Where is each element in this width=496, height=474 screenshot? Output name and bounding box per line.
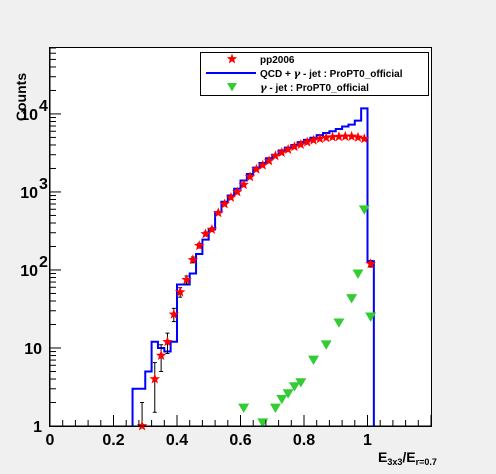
legend-gamma-symbol: γ — [260, 83, 267, 94]
y-tick-label: 10 — [20, 263, 38, 280]
x-tick-label: 1 — [363, 432, 372, 449]
gamma-point — [352, 269, 364, 279]
gamma-point — [276, 394, 288, 405]
gamma-point — [238, 403, 250, 413]
y-tick-label-exponent: 4 — [39, 98, 48, 115]
series-pp2006 — [136, 130, 376, 431]
y-tick-label: 10 — [20, 185, 38, 202]
pp2006-point — [206, 224, 218, 234]
x-axis-title-sub2: r=0.7 — [416, 457, 437, 467]
y-axis-title: Counts — [13, 73, 29, 121]
pp2006-point — [301, 136, 313, 147]
pp2006-point — [327, 131, 338, 142]
pp2006-point — [295, 139, 307, 150]
pp2006-point — [225, 191, 237, 202]
pp2006-point — [365, 258, 376, 269]
gamma-point — [269, 403, 281, 413]
legend-text-part: QCD + — [260, 69, 294, 80]
pp2006-point — [232, 186, 243, 197]
legend-marker-star — [226, 53, 238, 64]
gamma-point — [365, 312, 377, 322]
gamma-point — [333, 318, 345, 328]
pp2006-point — [352, 131, 364, 142]
x-axis-title-mid: /E — [402, 449, 415, 465]
y-tick-label-exponent: 2 — [39, 254, 48, 271]
x-axis-title: E3x3/Er=0.7 — [378, 449, 437, 467]
pp2006-point — [320, 132, 332, 143]
y-tick-label: 1 — [33, 419, 42, 436]
gamma-point — [282, 389, 294, 399]
pp2006-point — [155, 350, 167, 360]
pp2006-point — [213, 207, 224, 218]
legend-text-part: - jet : ProPT0_official — [267, 83, 369, 94]
pp2006-point — [270, 150, 281, 161]
pp2006-point — [276, 147, 288, 157]
x-tick-label: 0.4 — [166, 432, 188, 449]
legend-label-gamma: γ - jet : ProPT0_official — [260, 83, 369, 94]
pp2006-point — [193, 240, 205, 251]
pp2006-point — [181, 274, 192, 285]
pp2006-point — [282, 144, 294, 154]
y-tick-label: 10 — [24, 341, 42, 358]
x-tick-label: 0.2 — [102, 432, 124, 449]
gamma-point — [295, 378, 307, 388]
legend-label-pp2006: pp2006 — [260, 55, 295, 66]
pp2006-point — [136, 420, 148, 431]
gamma-point — [288, 382, 300, 392]
x-tick-label: 0.8 — [293, 432, 315, 449]
x-axis-title-main: E — [378, 449, 387, 465]
pp2006-point — [168, 308, 180, 319]
pp2006-point — [257, 159, 268, 170]
pp2006-point — [174, 286, 186, 297]
pp2006-point — [308, 134, 319, 145]
gamma-point — [358, 205, 370, 215]
pp2006-point — [251, 163, 262, 174]
pp2006-point — [200, 228, 211, 239]
pp2006-point — [238, 179, 249, 190]
pp2006-point — [314, 133, 326, 144]
x-axis-title-sub1: 3x3 — [387, 457, 402, 467]
y-tick-label: 10 — [20, 107, 38, 124]
pp2006-point — [346, 130, 357, 141]
pp2006-point — [162, 336, 173, 347]
x-tick-label: 0 — [46, 432, 55, 449]
gamma-point — [346, 294, 358, 304]
legend-text-part: - jet : ProPT0_official — [300, 69, 402, 80]
gamma-point — [308, 355, 320, 366]
pp2006-point — [187, 254, 199, 265]
pp2006-point — [263, 155, 275, 166]
gamma-point — [320, 340, 332, 350]
pp2006-point — [289, 141, 300, 152]
pp2006-point — [333, 131, 345, 142]
pp2006-point — [359, 133, 370, 144]
pp2006-point — [244, 171, 256, 182]
pp2006-point — [219, 198, 230, 209]
pp2006-point — [149, 373, 161, 384]
legend-label-qcd: QCD + γ - jet : ProPT0_official — [260, 69, 403, 80]
legend-gamma-symbol: γ — [294, 69, 301, 80]
pp2006-point — [340, 130, 351, 141]
legend-marker-triangle — [227, 83, 237, 92]
y-tick-label-exponent: 3 — [39, 176, 48, 193]
x-tick-label: 0.6 — [229, 432, 251, 449]
